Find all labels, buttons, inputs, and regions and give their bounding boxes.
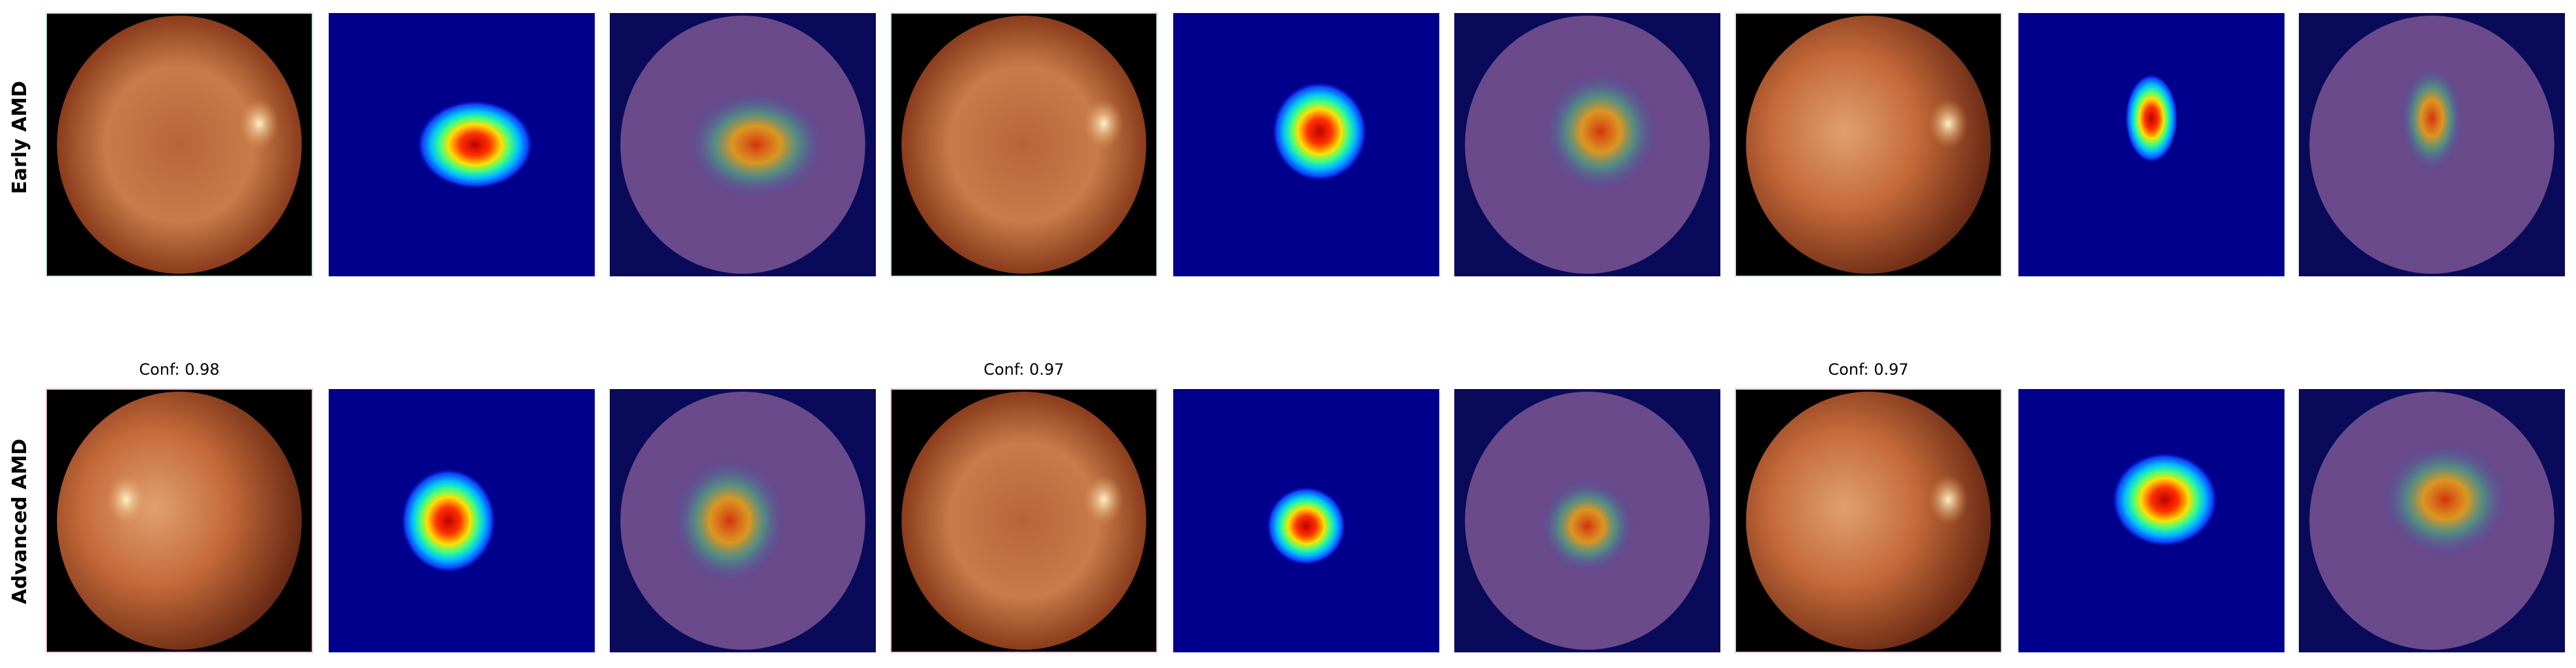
fundus-image (46, 388, 313, 653)
heat-blob (416, 100, 534, 190)
retina (1746, 392, 1991, 650)
heatmap (2018, 389, 2284, 652)
overlay (610, 13, 876, 276)
overlay (1454, 13, 1720, 276)
optic-disc (1928, 98, 1968, 149)
row-label: Advanced AMD (8, 439, 31, 604)
retina (57, 392, 302, 650)
caption: Conf: 0.98 (139, 360, 219, 379)
heat-blob (400, 468, 497, 574)
overlay (2299, 389, 2565, 652)
fundus-image (1735, 388, 2002, 653)
caption: Conf: 0.97 (1828, 360, 1908, 379)
caption: Conf: 0.97 (983, 360, 1064, 379)
panels: Conf: 0.98 Conf: 0.97 Conf: 0.97 (46, 12, 2565, 653)
heat-blob (1539, 478, 1636, 574)
fundus-image (890, 388, 1158, 653)
fundus-image (1735, 12, 2002, 277)
heat-blob (2400, 65, 2464, 173)
heat-blob (2111, 452, 2218, 547)
heat-blob (2125, 73, 2178, 164)
heat-blob (2381, 443, 2509, 557)
optic-disc (106, 474, 146, 525)
heat-blob (685, 91, 827, 199)
row-label: Early AMD (8, 81, 31, 194)
optic-disc (1084, 474, 1124, 525)
heat-blob (1266, 486, 1347, 566)
heatmap (2018, 13, 2284, 276)
optic-disc (239, 98, 279, 149)
retina (901, 392, 1146, 650)
optic-disc (1928, 474, 1968, 525)
heatmap (329, 13, 595, 276)
heatmap (1173, 13, 1439, 276)
retina (57, 16, 302, 274)
heatmap (1173, 389, 1439, 652)
heatmap (329, 389, 595, 652)
retina (1746, 16, 1991, 274)
heat-blob (1271, 81, 1368, 182)
retina (901, 16, 1146, 274)
overlay (1454, 389, 1720, 652)
overlay (2299, 13, 2565, 276)
fundus-image (46, 12, 313, 277)
fundus-image (890, 12, 1158, 277)
optic-disc (1084, 98, 1124, 149)
heat-blob (672, 457, 787, 584)
heat-blob (1543, 71, 1658, 192)
overlay (610, 389, 876, 652)
